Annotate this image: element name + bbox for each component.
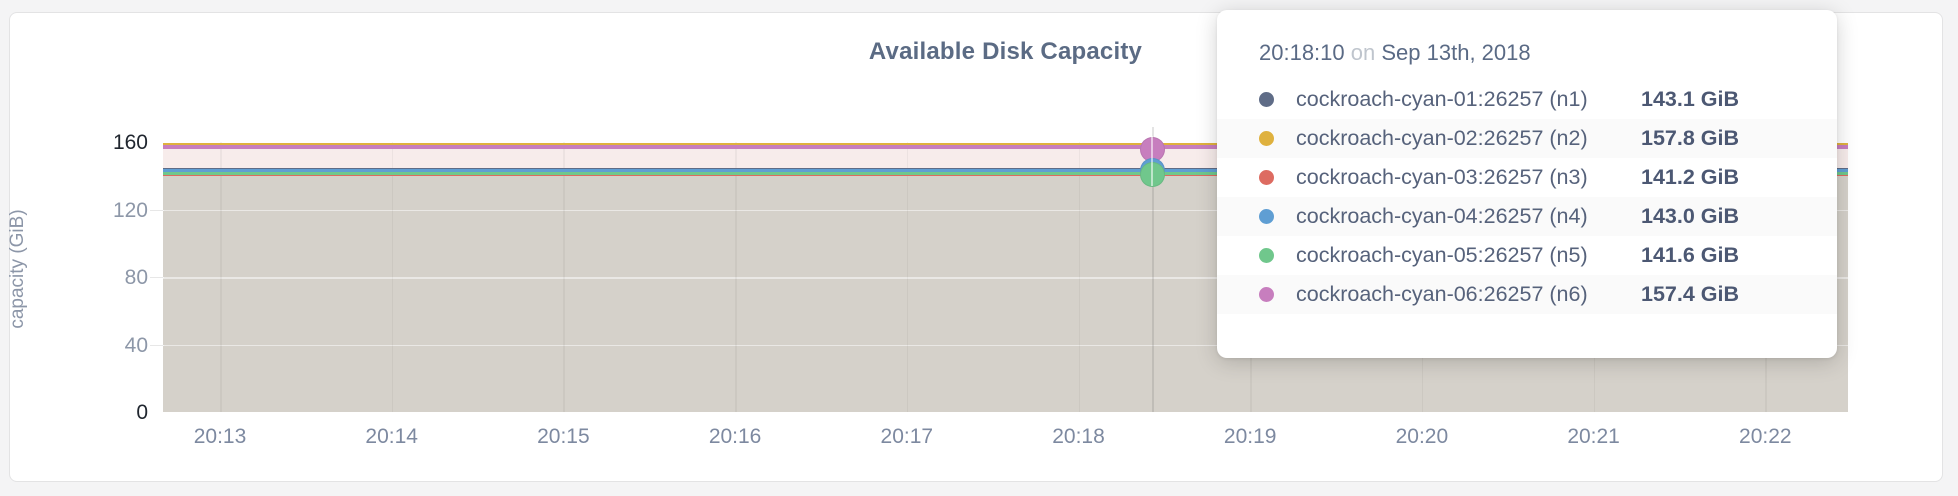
y-axis-tick-label: 40 [124, 333, 148, 357]
series-line-n2 [163, 143, 1848, 147]
gridline-horizontal [150, 277, 164, 278]
gridline-horizontal [163, 277, 1848, 279]
series-name: cockroach-cyan-01:26257 (n1) [1296, 87, 1588, 111]
series-value: 141.2 GiB [1641, 165, 1739, 189]
gridline-horizontal [163, 344, 1848, 346]
x-axis-tick-label: 20:18 [1052, 425, 1105, 448]
gridline-vertical [1078, 142, 1080, 412]
x-axis-tick-label: 20:15 [537, 425, 590, 448]
y-axis-tick-label: 80 [124, 266, 148, 289]
series-color-dot [1259, 209, 1274, 224]
gridline-vertical [906, 142, 909, 412]
series-name: cockroach-cyan-04:26257 (n4) [1296, 204, 1588, 228]
series-value: 157.8 GiB [1641, 126, 1739, 150]
x-axis-tick-label: 20:21 [1567, 425, 1620, 448]
tooltip-row-n1: cockroach-cyan-01:26257 (n1) 143.1 GiB [1217, 80, 1837, 119]
series-line-n3 [163, 173, 1848, 177]
hover-tooltip: 20:18:10 on Sep 13th, 2018 cockroach-cya… [1217, 10, 1837, 358]
tooltip-row-n3: cockroach-cyan-03:26257 (n3) 141.2 GiB [1217, 158, 1837, 197]
x-axis-tick-label: 20:17 [880, 425, 934, 448]
series-name: cockroach-cyan-06:26257 (n6) [1296, 282, 1588, 306]
tooltip-timestamp: 20:18:10 on Sep 13th, 2018 [1217, 40, 1837, 80]
x-axis-tick-label: 20:14 [365, 425, 418, 448]
x-axis-tick-label: 20:20 [1395, 425, 1449, 448]
x-axis-tick-label: 20:19 [1223, 425, 1277, 448]
gridline-horizontal [150, 344, 164, 346]
series-value: 143.1 GiB [1641, 87, 1739, 111]
series-name: cockroach-cyan-05:26257 (n5) [1296, 243, 1588, 267]
series-color-dot [1259, 92, 1274, 107]
series-value: 141.6 GiB [1641, 243, 1739, 267]
series-line-n4 [163, 169, 1848, 173]
series-color-dot [1259, 287, 1274, 302]
tooltip-row-n4: cockroach-cyan-04:26257 (n4) 143.0 GiB [1217, 197, 1837, 236]
gridline-horizontal [150, 209, 164, 211]
hover-crosshair-notch [1151, 136, 1153, 186]
tooltip-legend: cockroach-cyan-01:26257 (n1) 143.1 GiB coc… [1217, 80, 1837, 314]
tooltip-row-n2: cockroach-cyan-02:26257 (n2) 157.8 GiB [1217, 119, 1837, 158]
series-name: cockroach-cyan-02:26257 (n2) [1296, 126, 1588, 150]
series-line-n1 [163, 167, 1848, 171]
gridline-vertical [735, 142, 737, 412]
y-axis-tick-label: 0 [136, 401, 148, 424]
gridline-vertical [220, 142, 222, 412]
series-value: 157.4 GiB [1641, 282, 1739, 306]
series-name: cockroach-cyan-03:26257 (n3) [1296, 165, 1588, 189]
x-axis-tick-label: 20:16 [708, 425, 762, 448]
y-axis-tick-label: 160 [112, 131, 148, 154]
y-axis-label: capacity (GiB) [7, 209, 28, 329]
y-axis-tick-label: 120 [112, 198, 148, 222]
gridline-vertical [391, 142, 394, 412]
tooltip-row-n6: cockroach-cyan-06:26257 (n6) 157.4 GiB [1217, 275, 1837, 314]
tooltip-row-n5: cockroach-cyan-05:26257 (n5) 141.6 GiB [1217, 236, 1837, 275]
tooltip-conjunction: on [1350, 40, 1376, 65]
gridline-horizontal [163, 209, 1848, 211]
series-color-dot [1259, 131, 1274, 146]
x-axis-tick-label: 20:22 [1739, 425, 1792, 448]
series-line-n5 [163, 171, 1848, 175]
series-color-dot [1259, 170, 1274, 185]
chart-title: Available Disk Capacity [868, 38, 1143, 65]
tooltip-date: Sep 13th, 2018 [1381, 40, 1531, 65]
series-value: 143.0 GiB [1641, 204, 1739, 228]
x-axis-tick-label: 20:13 [193, 425, 247, 448]
tooltip-time: 20:18:10 [1259, 40, 1345, 65]
series-line-n6 [163, 145, 1848, 150]
gridline-vertical [563, 142, 565, 412]
series-color-dot [1259, 248, 1274, 263]
hover-crosshair [1152, 127, 1154, 412]
